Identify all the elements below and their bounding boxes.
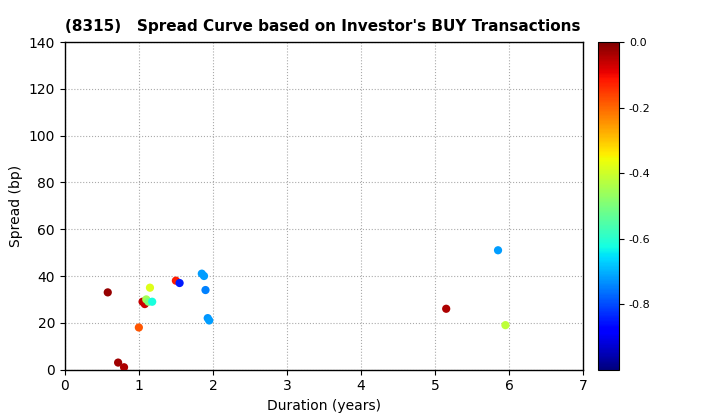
Point xyxy=(170,277,181,284)
Point xyxy=(204,317,215,324)
Point xyxy=(144,284,156,291)
Point xyxy=(139,301,150,307)
Point xyxy=(492,247,504,254)
Point xyxy=(137,298,148,305)
Point xyxy=(202,315,214,321)
Point xyxy=(102,289,114,296)
Point xyxy=(143,298,154,305)
Point xyxy=(118,364,130,370)
Point xyxy=(198,273,210,279)
Point xyxy=(441,305,452,312)
Point xyxy=(133,324,145,331)
Point xyxy=(112,359,124,366)
Point xyxy=(140,296,152,303)
X-axis label: Duration (years): Duration (years) xyxy=(267,399,381,413)
Y-axis label: Spread (bp): Spread (bp) xyxy=(9,165,23,247)
Point xyxy=(174,280,185,286)
Point xyxy=(199,287,211,294)
Point xyxy=(500,322,511,328)
Point xyxy=(196,270,207,277)
Text: (8315)   Spread Curve based on Investor's BUY Transactions: (8315) Spread Curve based on Investor's … xyxy=(65,19,580,34)
Point xyxy=(146,298,158,305)
